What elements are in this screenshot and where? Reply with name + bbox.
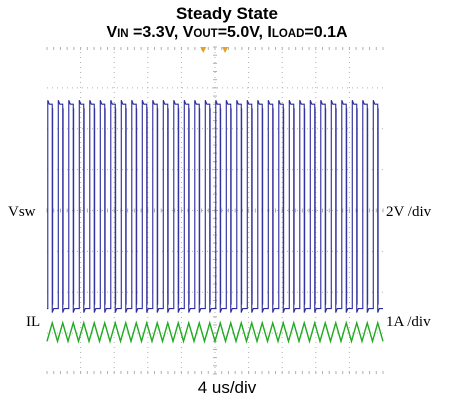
subtitle-part-5: LOAD: [271, 28, 305, 40]
subtitle-part-0: V: [106, 24, 118, 41]
subtitle-part-2: =3.3V, V: [128, 24, 194, 41]
vsw-label: Vsw: [8, 204, 36, 220]
subtitle-part-3: OUT: [193, 28, 218, 40]
vsw-trace-overlay: [52, 108, 379, 305]
chart-title: Steady State: [175, 4, 279, 23]
chart-title-block: Steady State VIN =3.3V, VOUT=5.0V, ILOAD…: [0, 4, 454, 44]
chart-subtitle: VIN =3.3V, VOUT=5.0V, ILOAD=0.1A: [0, 23, 454, 44]
vsw-trace: [47, 100, 383, 313]
il-scale-label: 1A /div: [386, 314, 431, 330]
il-label: IL: [26, 314, 41, 330]
trigger-marker-0: [200, 47, 207, 53]
subtitle-part-4: =5.0V, I: [217, 24, 272, 41]
vsw-scale-label: 2V /div: [386, 204, 432, 220]
subtitle-part-1: IN: [117, 28, 129, 40]
il-trace: [46, 320, 384, 344]
x-axis-label: 4 us/div: [197, 378, 257, 397]
subtitle-part-6: =0.1A: [304, 24, 348, 41]
trigger-marker-1: [222, 47, 229, 53]
